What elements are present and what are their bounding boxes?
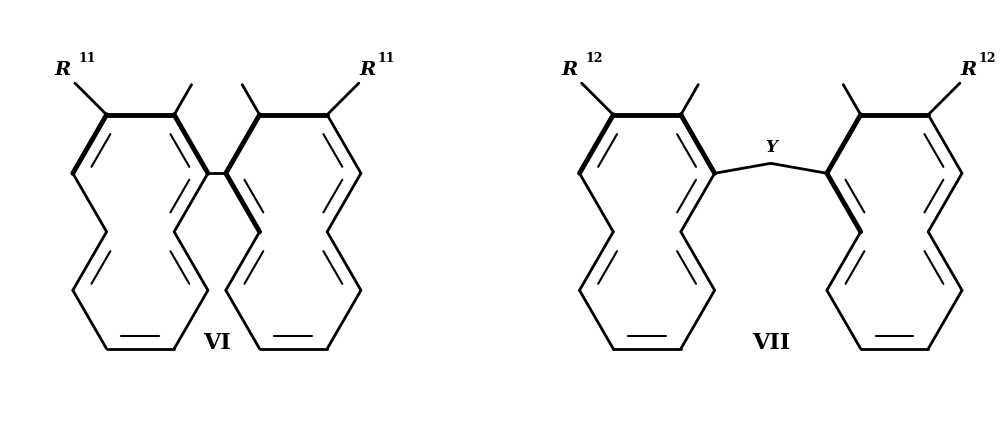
Text: 11: 11 (378, 52, 395, 65)
Text: R: R (961, 61, 977, 79)
Text: R: R (562, 61, 578, 79)
Text: VI: VI (203, 332, 231, 354)
Text: 11: 11 (79, 52, 97, 65)
Text: R: R (359, 61, 376, 79)
Text: 12: 12 (979, 52, 996, 65)
Text: 12: 12 (586, 52, 603, 65)
Text: Y: Y (765, 140, 776, 156)
Text: VII: VII (751, 332, 789, 354)
Text: R: R (54, 61, 71, 79)
